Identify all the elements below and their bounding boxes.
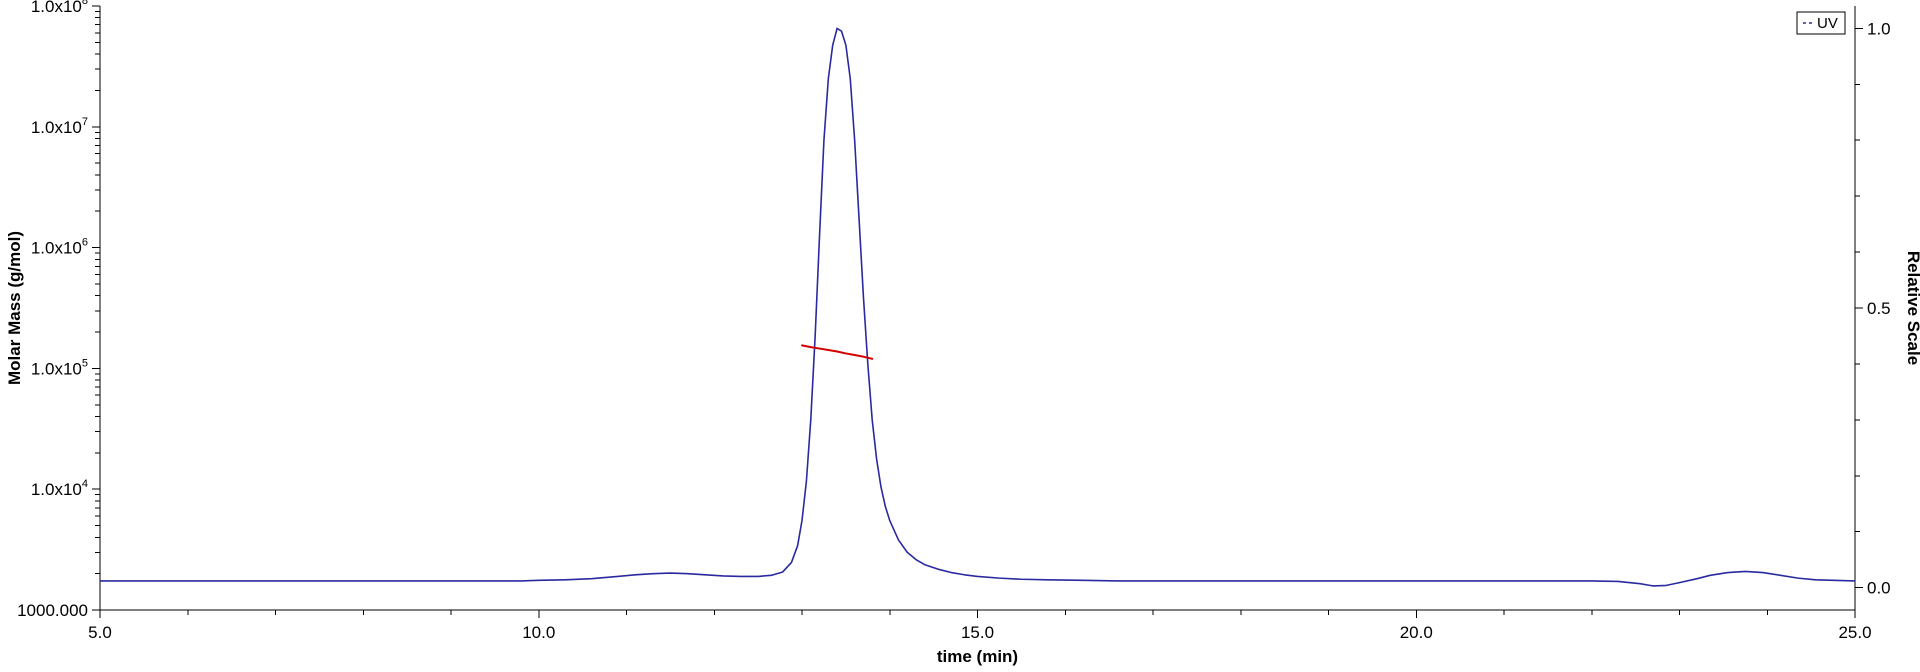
svg-text:1.0x104: 1.0x104 (31, 478, 88, 499)
svg-text:Molar Mass (g/mol): Molar Mass (g/mol) (5, 231, 24, 385)
svg-text:20.0: 20.0 (1400, 623, 1433, 642)
svg-text:5.0: 5.0 (88, 623, 112, 642)
svg-text:10.0: 10.0 (522, 623, 555, 642)
svg-text:Relative Scale: Relative Scale (1904, 251, 1920, 365)
svg-text:15.0: 15.0 (961, 623, 994, 642)
svg-text:UV: UV (1817, 15, 1838, 32)
svg-text:1000.000: 1000.000 (17, 601, 88, 620)
svg-text:0.0: 0.0 (1867, 579, 1891, 598)
svg-text:time (min): time (min) (937, 647, 1018, 666)
svg-text:25.0: 25.0 (1838, 623, 1871, 642)
svg-text:0.5: 0.5 (1867, 299, 1891, 318)
svg-text:1.0x106: 1.0x106 (31, 237, 88, 258)
svg-text:1.0x105: 1.0x105 (31, 357, 88, 378)
svg-text:1.0: 1.0 (1867, 19, 1891, 38)
svg-text:1.0x108: 1.0x108 (31, 0, 88, 16)
chromatogram-chart: 5.0 10.0 15.0 20.0 25.0 time (min) 1000.000 1.0… (0, 0, 1920, 672)
svg-text:1.0x107: 1.0x107 (31, 116, 88, 137)
